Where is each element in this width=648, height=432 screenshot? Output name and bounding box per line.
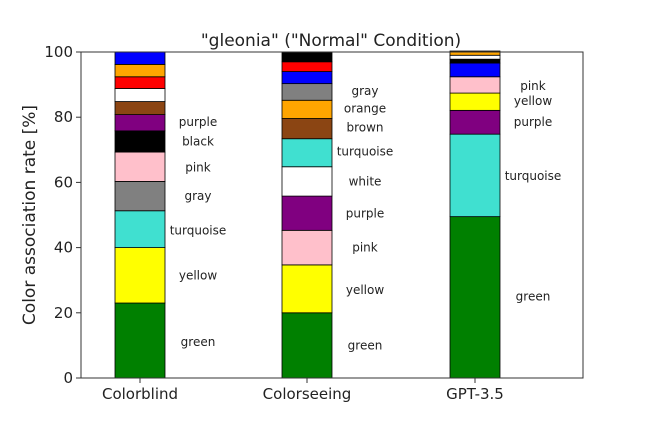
bar-segment-orange (281, 99, 333, 119)
bar-segment-purple (281, 195, 333, 231)
segment-label-purple: purple (179, 115, 218, 129)
segment-label-brown: brown (346, 120, 383, 134)
bar-segment-turquoise (449, 133, 501, 218)
y-axis-label: Color association rate [%] (20, 105, 40, 325)
segment-label-turquoise: turquoise (170, 223, 227, 237)
bar-segment-yellow (281, 264, 333, 314)
segment-label-green: green (348, 338, 383, 352)
segment-label-gray: gray (184, 189, 211, 203)
bar-segment-black (281, 51, 333, 63)
bars-group (114, 50, 501, 379)
bar-segment-red (281, 61, 333, 72)
bar-segment-brown (281, 118, 333, 140)
segment-label-yellow: yellow (179, 268, 217, 282)
y-tick-label: 20 (54, 304, 73, 322)
bar-segment-white (449, 54, 501, 60)
bar-segment-gray (281, 83, 333, 101)
y-tick-label: 100 (44, 43, 73, 61)
bar-segment-orange (449, 50, 501, 56)
segment-label-purple: purple (514, 115, 553, 129)
bar-segment-orange (114, 63, 166, 78)
y-axis-ticks: 0 20 40 60 80 100 (44, 43, 81, 387)
x-axis-ticks: Colorblind Colorseeing GPT-3.5 (102, 378, 504, 403)
bar-segment-turquoise (114, 210, 166, 248)
segment-label-pink: pink (520, 79, 546, 93)
segment-label-green: green (516, 290, 551, 304)
segment-label-yellow: yellow (514, 94, 552, 108)
segment-label-turquoise: turquoise (505, 169, 562, 183)
bar-segment-black (449, 58, 501, 64)
x-tick-label: GPT-3.5 (446, 385, 504, 403)
segment-label-yellow: yellow (346, 283, 384, 297)
segment-label-pink: pink (352, 241, 378, 255)
bar-segment-green (281, 312, 333, 379)
bar-segment-white (114, 88, 166, 102)
x-tick-label: Colorseeing (263, 385, 352, 403)
bar-segment-blue (114, 51, 166, 65)
bar-segment-gray (114, 181, 166, 212)
segment-label-green: green (181, 335, 216, 349)
bar-segment-blue (449, 62, 501, 78)
segment-label-turquoise: turquoise (337, 144, 394, 158)
bar-segment-blue (281, 71, 333, 85)
bar-segment-yellow (114, 247, 166, 304)
bar-segment-turquoise (281, 138, 333, 168)
bar-segment-yellow (449, 92, 501, 111)
bar-segment-purple (114, 114, 166, 132)
bar-segment-white (281, 166, 333, 197)
y-tick-label: 40 (54, 239, 73, 257)
segment-label-purple: purple (346, 206, 385, 220)
x-tick-label: Colorblind (102, 385, 178, 403)
segment-label-white: white (349, 174, 382, 188)
segment-labels-group: green yellow turquoise gray pink black purple g… (170, 79, 562, 352)
bar-segment-pink (281, 229, 333, 266)
segment-label-black: black (182, 135, 214, 149)
chart-title: "gleonia" ("Normal" Condition) (201, 31, 461, 51)
segment-label-gray: gray (351, 84, 378, 98)
y-tick-label: 80 (54, 108, 73, 126)
bar-segment-green (114, 302, 166, 379)
bar-segment-brown (114, 101, 166, 115)
y-tick-label: 60 (54, 173, 73, 191)
y-tick-label: 0 (63, 369, 73, 387)
bar-segment-green (449, 216, 501, 379)
bar-segment-red (114, 76, 166, 89)
bar-segment-purple (449, 109, 501, 135)
segment-label-orange: orange (344, 102, 386, 116)
segment-label-pink: pink (185, 161, 211, 175)
bar-segment-black (114, 130, 166, 153)
plot-frame (80, 51, 584, 379)
bar-segment-pink (449, 76, 501, 94)
bar-segment-pink (114, 151, 166, 182)
